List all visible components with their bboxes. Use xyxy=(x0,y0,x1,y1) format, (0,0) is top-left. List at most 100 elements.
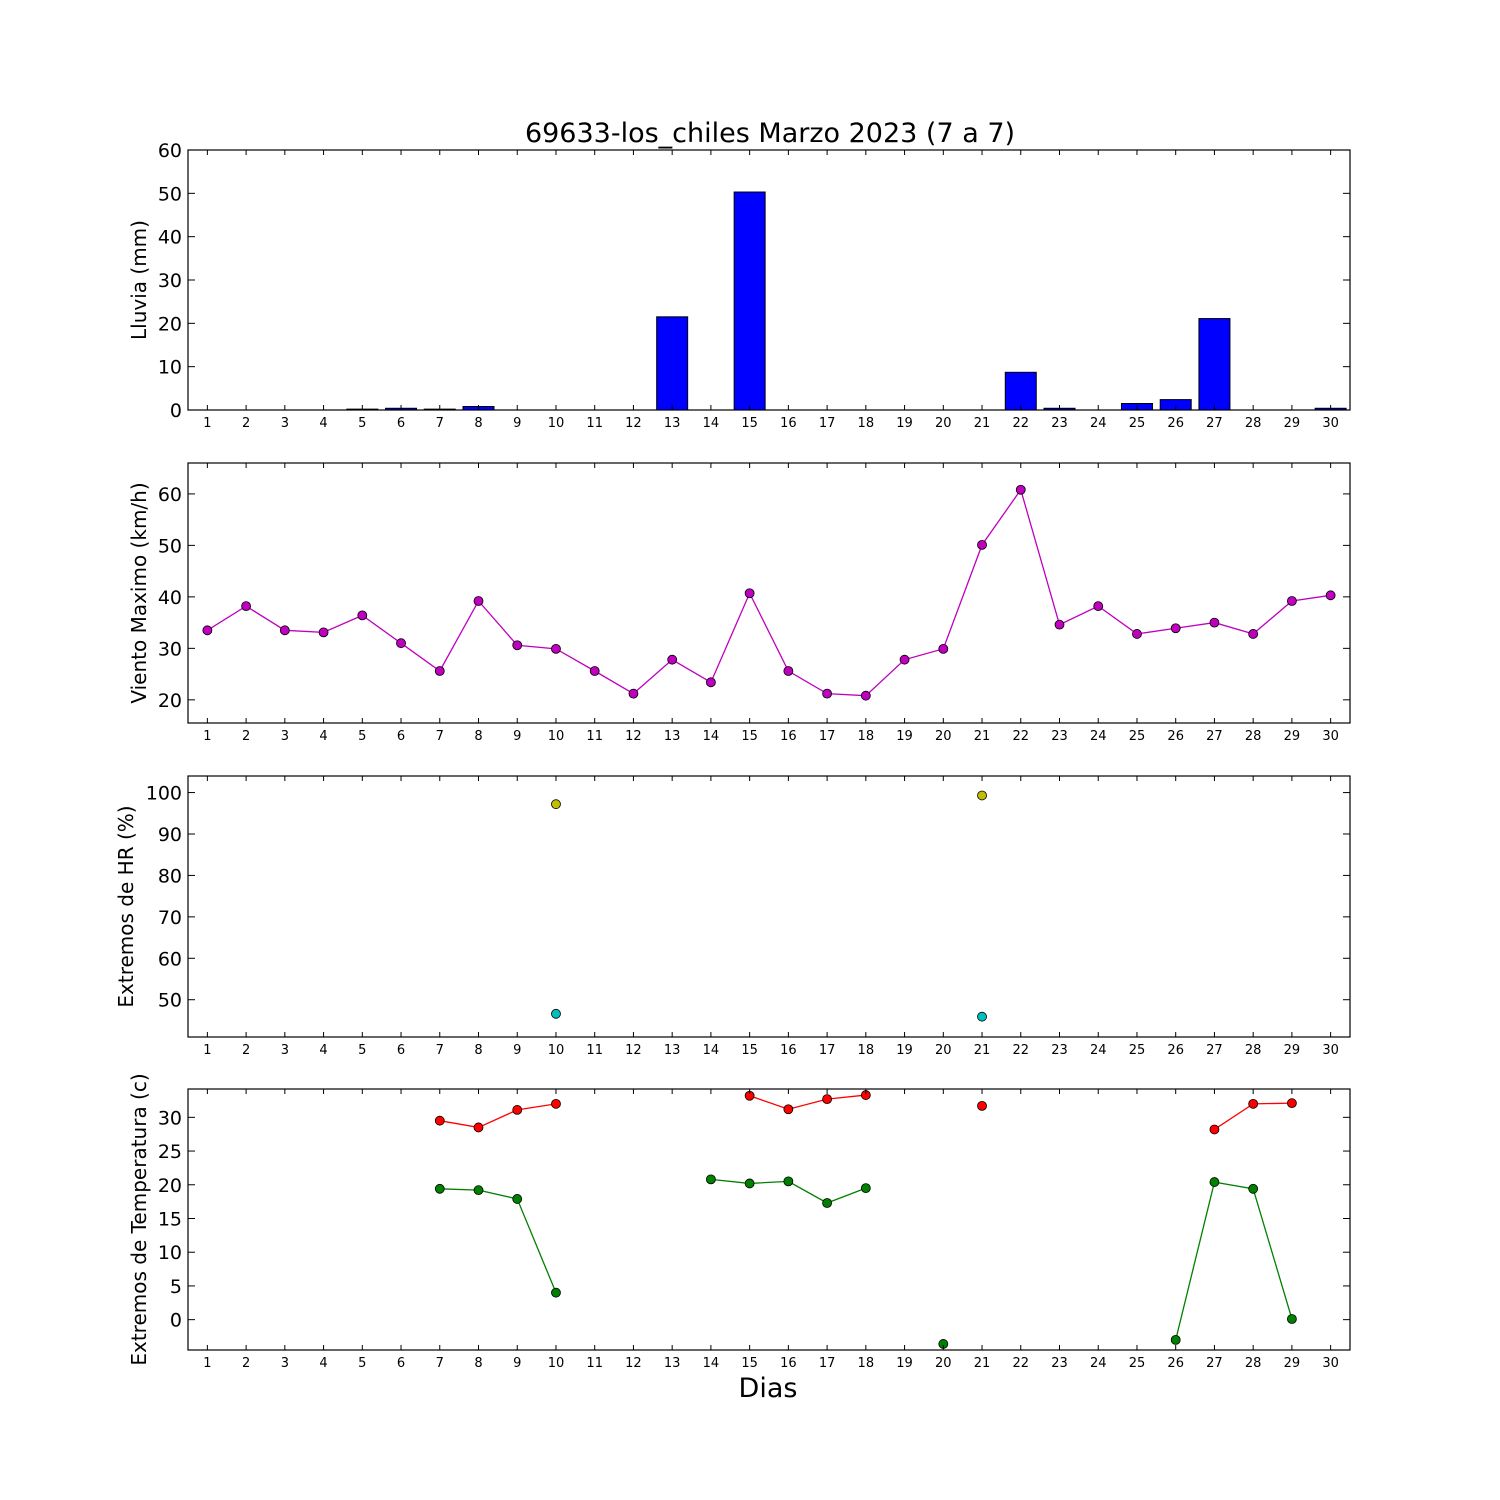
x-tick-label: 20 xyxy=(935,1043,952,1058)
x-tick-label: 12 xyxy=(625,1043,642,1058)
chart-title: 69633-los_chiles Marzo 2023 (7 a 7) xyxy=(525,118,1015,149)
x-tick-label: 23 xyxy=(1051,729,1068,744)
data-point-series-1-day-18 xyxy=(860,1183,871,1194)
y-tick-label: 0 xyxy=(170,1310,182,1332)
data-point-series-0-day-12 xyxy=(628,688,639,699)
data-point-series-0-day-1 xyxy=(202,625,213,636)
x-tick-label: 24 xyxy=(1090,1043,1107,1058)
data-point-series-0-day-25 xyxy=(1132,629,1142,639)
y-tick-label: 60 xyxy=(158,484,182,506)
x-tick-label: 9 xyxy=(513,1356,521,1371)
panels: 1 2 3 4 5 6 7 8 9 10 11 12 13 14 15 16 17 18 19 20 21 22 23 24 2… xyxy=(114,140,1351,1371)
rain-panel: 1 2 3 4 5 6 7 8 9 10 11 12 13 14 15 16 17 18 19 20 21 22 23 24 2… xyxy=(127,140,1351,431)
x-tick-label: 20 xyxy=(935,1356,952,1371)
x-tick-label: 16 xyxy=(780,1356,797,1371)
data-point-series-0-day-9 xyxy=(512,640,523,651)
x-tick-label: 24 xyxy=(1090,1356,1107,1371)
data-point-series-0-day-19 xyxy=(899,654,910,665)
x-tick-label: 3 xyxy=(281,729,289,744)
y-tick-label: 40 xyxy=(158,587,182,609)
x-tick-label: 25 xyxy=(1129,1356,1146,1371)
y-tick-label: 50 xyxy=(158,990,182,1012)
x-tick-label: 19 xyxy=(896,416,913,431)
data-point-series-0-day-5 xyxy=(357,610,368,621)
x-tick-label: 28 xyxy=(1245,1043,1262,1058)
x-tick-label: 16 xyxy=(780,416,797,431)
x-tick-label: 5 xyxy=(358,1043,366,1058)
x-tick-label: 7 xyxy=(436,1356,444,1371)
x-tick-label: 17 xyxy=(819,1043,836,1058)
x-tick-label: 12 xyxy=(625,416,642,431)
data-point-series-1-day-8 xyxy=(473,1185,484,1196)
x-tick-label: 14 xyxy=(703,1043,720,1058)
x-tick-label: 13 xyxy=(664,1043,681,1058)
x-tick-label: 21 xyxy=(974,729,991,744)
x-tick-label: 22 xyxy=(1012,416,1029,431)
x-tick-label: 30 xyxy=(1322,1043,1339,1058)
axes-frame xyxy=(187,775,1351,1038)
data-point-series-0-day-21 xyxy=(977,790,987,801)
y-tick-label: 80 xyxy=(158,865,182,887)
x-tick-label: 21 xyxy=(974,1043,991,1058)
data-point-series-0-day-21 xyxy=(977,1100,987,1111)
rain-bar-day-22 xyxy=(1004,371,1037,411)
y-tick-label: 60 xyxy=(158,140,182,162)
data-point-series-0-day-23 xyxy=(1054,619,1065,630)
data-point-series-0-day-22 xyxy=(1015,484,1026,495)
x-tick-label: 11 xyxy=(586,729,603,744)
x-tick-label: 3 xyxy=(281,1356,289,1371)
data-point-series-0-day-9 xyxy=(512,1105,523,1115)
x-tick-label: 28 xyxy=(1245,416,1262,431)
x-tick-label: 28 xyxy=(1245,729,1262,744)
data-point-series-0-day-24 xyxy=(1093,601,1104,612)
x-tick-label: 3 xyxy=(281,1043,289,1058)
x-tick-label: 7 xyxy=(436,1043,444,1058)
axes-frame xyxy=(187,462,1351,724)
x-tick-label: 15 xyxy=(741,1043,758,1058)
x-tick-label: 17 xyxy=(819,416,836,431)
y-axis-label: Extremos de Temperatura (c) xyxy=(127,1073,151,1365)
data-point-series-0-day-30 xyxy=(1325,590,1336,601)
series-line-0 xyxy=(749,1094,866,1110)
data-point-series-0-day-13 xyxy=(667,654,678,665)
data-point-series-0-day-7 xyxy=(434,1115,445,1126)
x-tick-label: 19 xyxy=(896,1356,913,1371)
series-line-1 xyxy=(1175,1181,1293,1341)
x-tick-label: 4 xyxy=(319,729,327,744)
y-tick-label: 20 xyxy=(158,1175,182,1197)
x-tick-label: 14 xyxy=(703,729,720,744)
x-tick-label: 25 xyxy=(1129,416,1146,431)
x-tick-label: 10 xyxy=(548,1356,565,1371)
data-point-series-0-day-3 xyxy=(279,625,290,636)
x-tick-label: 4 xyxy=(319,1356,327,1371)
y-tick-label: 20 xyxy=(158,690,182,712)
data-point-series-0-day-17 xyxy=(822,1094,832,1105)
data-point-series-0-day-16 xyxy=(783,1104,794,1115)
x-tick-label: 10 xyxy=(548,416,565,431)
x-tick-label: 2 xyxy=(242,1043,250,1058)
y-tick-label: 10 xyxy=(158,1242,182,1264)
x-tick-label: 9 xyxy=(513,1043,521,1058)
x-tick-label: 29 xyxy=(1284,729,1301,744)
x-tick-label: 1 xyxy=(203,729,211,744)
x-tick-label: 5 xyxy=(358,729,366,744)
x-tick-label: 11 xyxy=(586,1356,603,1371)
x-tick-label: 22 xyxy=(1012,1356,1029,1371)
data-point-series-0-day-15 xyxy=(744,588,755,599)
x-tick-label: 21 xyxy=(974,1356,991,1371)
data-point-series-1-day-9 xyxy=(512,1194,523,1204)
data-point-series-1-day-28 xyxy=(1248,1183,1259,1194)
x-tick-label: 23 xyxy=(1051,1356,1068,1371)
x-tick-label: 26 xyxy=(1167,416,1184,431)
x-tick-label: 26 xyxy=(1167,729,1184,744)
y-tick-label: 60 xyxy=(158,948,182,970)
x-tick-label: 30 xyxy=(1322,416,1339,431)
y-tick-label: 15 xyxy=(158,1208,182,1230)
y-tick-label: 30 xyxy=(158,638,182,660)
x-tick-label: 20 xyxy=(935,729,952,744)
axes-frame xyxy=(187,1088,1351,1351)
wind-panel: 1 2 3 4 5 6 7 8 9 10 11 12 13 14 15 16 17 18 19 20 21 22 23 24 2… xyxy=(127,462,1351,744)
data-point-series-0-day-8 xyxy=(473,1122,484,1133)
x-tick-label: 23 xyxy=(1051,1043,1068,1058)
data-point-series-0-day-14 xyxy=(706,677,716,688)
